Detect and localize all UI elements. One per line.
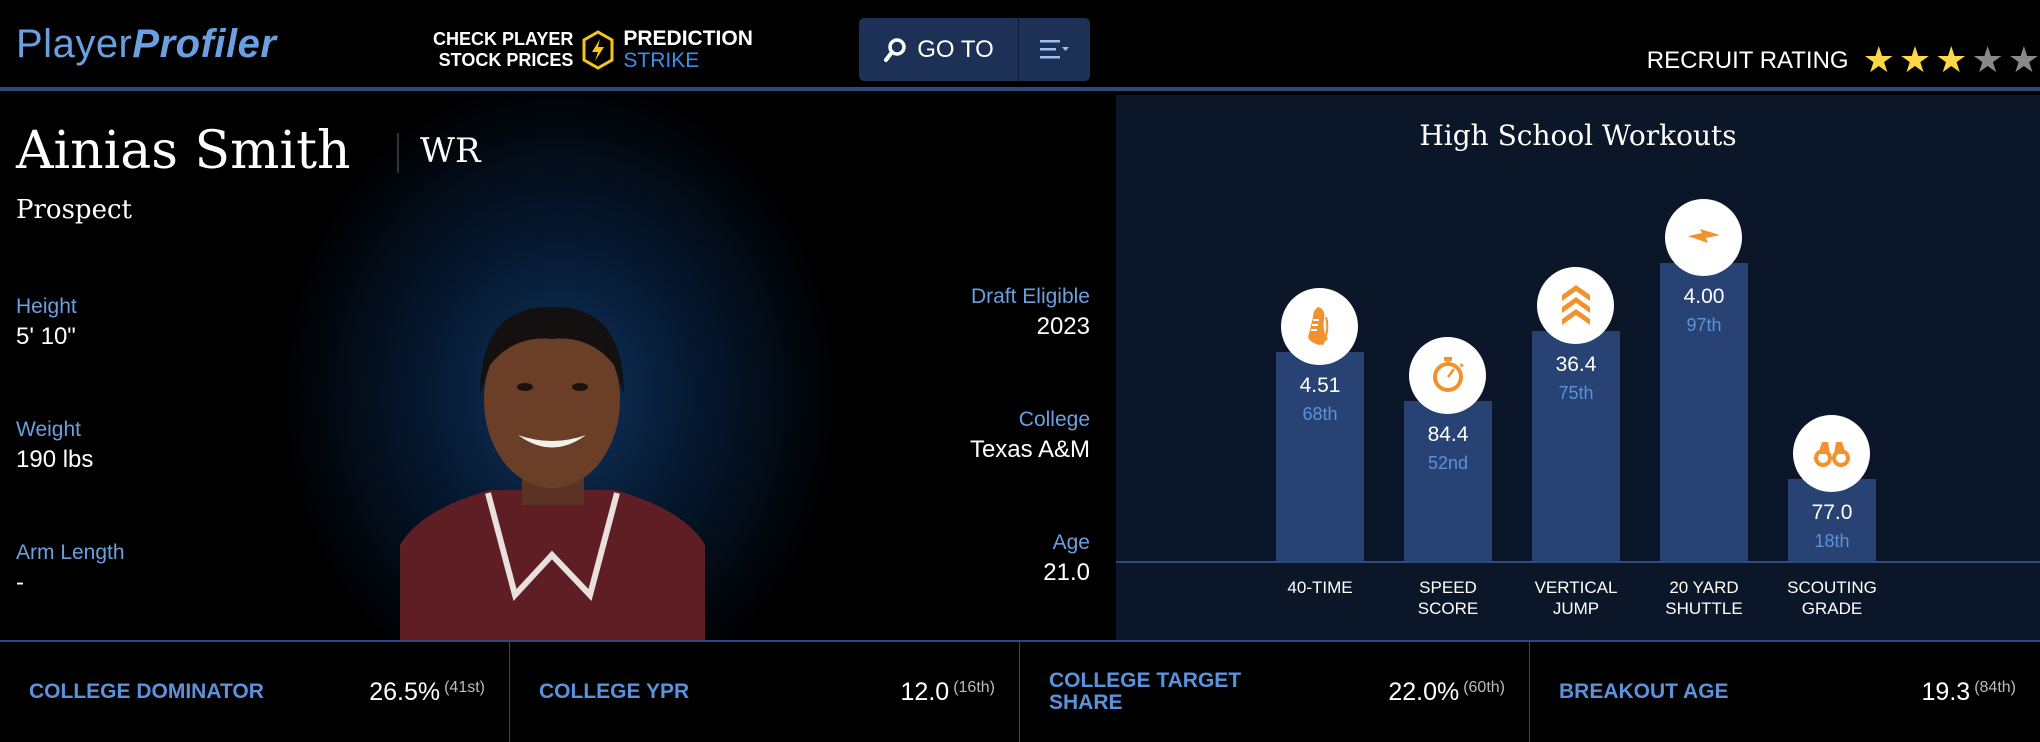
stat-rank: (41st)	[444, 678, 485, 696]
bar-percentile: 18th	[1814, 531, 1850, 551]
goto-control: GO TO	[859, 18, 1090, 81]
stat-breakout-age: BREAKOUT AGE 19.3 (84th)	[1530, 642, 2040, 742]
bar-value: 36.4	[1555, 352, 1597, 376]
workouts-chart: 4.51 68th 40-TIME 84.4 52nd SPEED SCORE 36.4 75t…	[1116, 95, 2040, 640]
star-filled-icon: ★	[1898, 40, 1932, 81]
menu-icon	[1039, 39, 1069, 58]
star-filled-icon: ★	[1862, 40, 1895, 81]
promo-line1: CHECK PLAYER	[433, 29, 574, 49]
promo-brand1: PREDICTION	[623, 27, 753, 50]
college-stats-bar: COLLEGE DOMINATOR 26.5% (41st) COLLEGE YPR 1…	[0, 640, 2040, 742]
player-status: Prospect	[16, 195, 132, 225]
x-tick-label: 20 YARD SHUTTLE	[1665, 578, 1743, 618]
bar-vertical-jump[interactable]: 36.4 75th	[1532, 330, 1620, 561]
lightning-hexagon-icon	[582, 30, 614, 70]
stat-label: COLLEGE TARGET SHARE	[1049, 669, 1242, 714]
player-photo	[400, 306, 705, 640]
x-tick-label: VERTICAL JUMP	[1534, 578, 1618, 618]
promo-line2: STOCK PRICES	[438, 50, 574, 70]
shoe-icon	[1281, 288, 1358, 366]
promo-brand2: STRIKE	[623, 49, 700, 72]
height-value: 5' 10"	[16, 323, 76, 350]
bar-value: 4.00	[1683, 285, 1725, 309]
chart-baseline	[1116, 561, 2040, 563]
x-tick-label: SCOUTING GRADE	[1787, 578, 1877, 618]
arm-length-label: Arm Length	[16, 541, 125, 564]
x-tick-label: 40-TIME	[1287, 578, 1353, 597]
logo-part1: Player	[16, 22, 133, 66]
arm-length-value: -	[16, 569, 24, 596]
weight-label: Weight	[16, 418, 81, 441]
bar-percentile: 75th	[1558, 382, 1594, 403]
stat-college-dominator: COLLEGE DOMINATOR 26.5% (41st)	[0, 642, 510, 742]
height-label: Height	[16, 295, 77, 318]
player-position: WR	[420, 131, 481, 171]
stat-value: 12.0 (16th)	[900, 677, 995, 706]
stat-college-ypr: COLLEGE YPR 12.0 (16th)	[510, 642, 1020, 742]
chart-title: High School Workouts	[1419, 119, 1737, 152]
age-value: 21.0	[1043, 559, 1090, 586]
player-info-panel: Ainias Smith WR Prospect Height 5' 10" W…	[0, 95, 1116, 640]
stat-rank: (84th)	[1974, 678, 2016, 696]
bar-40-time[interactable]: 4.51 68th	[1276, 352, 1364, 561]
logo[interactable]: PlayerProfiler	[16, 22, 276, 67]
goto-button[interactable]: GO TO	[859, 18, 1019, 81]
goto-label: GO TO	[917, 35, 994, 63]
star-empty-icon: ★	[1971, 40, 2004, 81]
lightning-icon	[1665, 199, 1742, 277]
star-rating: ★ ★ ★ ★ ★	[1862, 40, 2040, 81]
bar-value: 4.51	[1299, 374, 1341, 398]
stat-value: 19.3 (84th)	[1921, 677, 2016, 706]
draft-eligible-label: Draft Eligible	[970, 285, 1090, 308]
header: PlayerProfiler CHECK PLAYER STOCK PRICES …	[0, 0, 2040, 91]
stat-college-target-share: COLLEGE TARGET SHARE 22.0% (60th)	[1020, 642, 1530, 742]
logo-part2: Profiler	[132, 22, 277, 66]
recruit-rating: RECRUIT RATING ★ ★ ★ ★ ★	[1646, 40, 2040, 81]
draft-eligible-value: 2023	[1036, 313, 1090, 340]
college-value: Texas A&M	[969, 436, 1090, 463]
college-label: College	[1018, 408, 1090, 431]
bar-percentile: 68th	[1302, 404, 1338, 425]
bar-scouting-grade[interactable]: 77.0 18th	[1788, 479, 1876, 561]
stopwatch-icon	[1409, 337, 1486, 415]
menu-button[interactable]	[1019, 18, 1090, 81]
star-filled-icon: ★	[1935, 40, 1968, 81]
x-tick-label: SPEED SCORE	[1417, 578, 1479, 618]
recruit-rating-label: RECRUIT RATING	[1646, 47, 1849, 74]
bar-value: 77.0	[1811, 501, 1853, 524]
stat-rank: (16th)	[953, 678, 995, 696]
weight-value: 190 lbs	[16, 446, 94, 473]
bar-value: 84.4	[1427, 423, 1469, 447]
divider	[397, 133, 399, 173]
stat-label: COLLEGE YPR	[539, 680, 690, 703]
stat-label: COLLEGE DOMINATOR	[29, 680, 264, 703]
bar-percentile: 52nd	[1427, 453, 1469, 474]
binoculars-icon	[1793, 415, 1870, 492]
player-name: Ainias Smith	[16, 121, 351, 181]
bar-speed-score[interactable]: 84.4 52nd	[1404, 401, 1492, 561]
prediction-strike-promo[interactable]: CHECK PLAYER STOCK PRICES PREDICTION STRIK…	[433, 28, 753, 72]
stat-label: BREAKOUT AGE	[1559, 680, 1729, 703]
search-icon	[884, 37, 907, 62]
stat-value: 26.5% (41st)	[369, 677, 485, 706]
star-empty-icon: ★	[2007, 40, 2040, 81]
stat-rank: (60th)	[1463, 678, 1505, 696]
bar-20-yard-shuttle[interactable]: 4.00 97th	[1660, 263, 1748, 561]
chevrons-up-icon	[1537, 266, 1614, 344]
workouts-chart-panel: High School Workouts 4.51 68th 40-TIME 84.4…	[1116, 95, 2040, 640]
bar-percentile: 97th	[1686, 315, 1722, 336]
stat-value: 22.0% (60th)	[1388, 677, 1505, 706]
age-label: Age	[1052, 531, 1090, 554]
